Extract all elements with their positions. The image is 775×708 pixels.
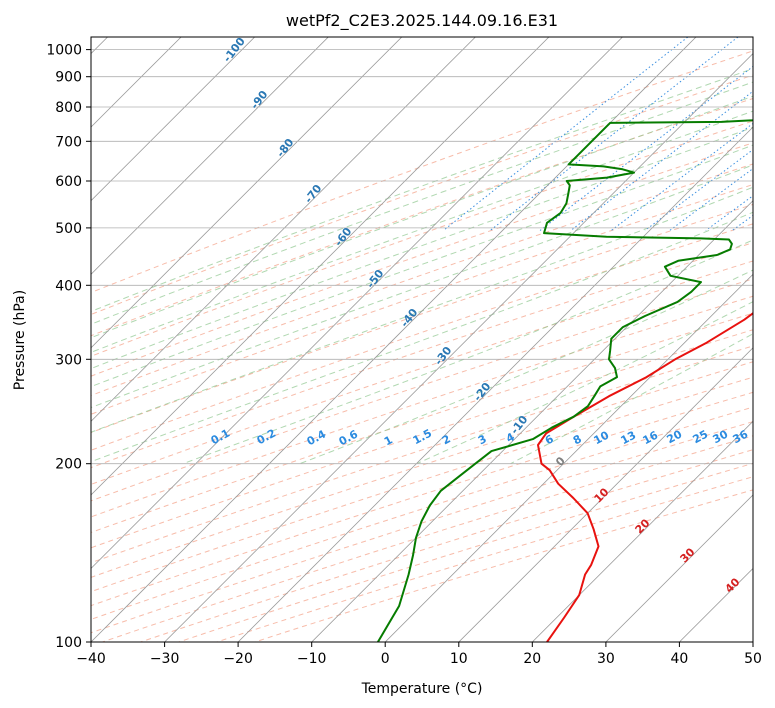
isotherm-line (237, 126, 753, 642)
dry-adiabat-line (91, 50, 753, 294)
mixing-ratio-line (644, 149, 753, 231)
plot-frame (90, 36, 754, 643)
isotherm-line (531, 420, 753, 642)
temperature-profile-line (537, 311, 753, 642)
x-tick-label: 30 (597, 651, 615, 667)
mixing-ratio-label: 16 (641, 428, 661, 447)
dry-adiabat-line (91, 120, 753, 357)
isotherm-line (91, 37, 403, 349)
y-tick-label: 400 (55, 278, 82, 294)
dry-adiabat-line (91, 329, 753, 549)
y-tick-label: 900 (55, 70, 82, 86)
isotherm-line (91, 37, 256, 202)
y-tick-label: 300 (55, 352, 82, 368)
dry-adiabat-line (91, 223, 753, 451)
dry-adiabat-line (91, 142, 753, 377)
y-tick-label: 600 (55, 174, 82, 190)
dry-adiabat-line (91, 278, 753, 502)
mixing-ratio-label: 10 (592, 428, 612, 447)
dry-adiabat-line (91, 376, 753, 593)
background-lines (91, 37, 753, 642)
mixing-ratio-label: 20 (665, 427, 685, 446)
y-tick-label: 800 (55, 100, 82, 116)
x-tick-label: −30 (150, 651, 180, 667)
mixing-ratio-label: 25 (691, 428, 711, 447)
x-axis-label: Temperature (°C) (361, 681, 483, 697)
isotherm-line (91, 37, 624, 569)
x-axis-ticks: −40 −30 −20 −10 0 10 20 30 40 50 (76, 642, 762, 667)
mixing-ratio-label: 36 (731, 427, 751, 446)
isotherm-line (164, 53, 753, 642)
isotherm-line (311, 200, 753, 642)
moist-adiabat-line (91, 186, 753, 433)
mixing-ratio-label: 30 (711, 427, 731, 446)
y-axis-ticks: 100 200 300 400 500 600 700 800 900 1000 (46, 43, 91, 651)
y-tick-label: 700 (55, 134, 82, 150)
dry-adiabat-line (91, 97, 753, 337)
moist-adiabat-line (91, 81, 753, 325)
x-tick-label: 50 (744, 651, 762, 667)
x-tick-label: 0 (381, 651, 390, 667)
y-tick-label: 100 (55, 635, 82, 651)
moist-adiabat-line (91, 68, 753, 312)
mixing-ratio-label: 13 (619, 429, 639, 448)
moist-adiabat-line (91, 164, 753, 409)
x-tick-label: 20 (523, 651, 541, 667)
isotherm-line (91, 37, 476, 422)
x-tick-label: −20 (223, 651, 253, 667)
moist-adiabat-line (416, 301, 753, 465)
y-tick-label: 200 (55, 457, 82, 473)
moist-adiabat-line (91, 211, 753, 463)
y-axis-label: Pressure (hPa) (12, 290, 28, 390)
x-tick-label: 10 (450, 651, 468, 667)
moist-adiabat-line (91, 126, 753, 370)
series-layer (377, 119, 753, 642)
mixing-ratio-line (443, 37, 689, 231)
moist-adiabat-line (91, 110, 753, 353)
x-tick-label: 40 (670, 651, 688, 667)
isotherm-line (605, 494, 753, 642)
dry-adiabat-line (91, 183, 753, 415)
mixing-ratio-line (570, 90, 753, 231)
isotherm-line (91, 37, 550, 496)
dry-adiabat-line (91, 391, 753, 607)
isotherm-line (384, 273, 753, 642)
dewpoint-profile-line (377, 119, 753, 642)
dry-adiabat-line (91, 242, 753, 469)
chart-title: wetPf2_C2E3.2025.144.09.16.E31 (286, 11, 558, 31)
mixing-ratio-line (539, 65, 753, 231)
dry-adiabat-line (91, 345, 753, 564)
isotherm-line (91, 37, 329, 275)
y-tick-label: 1000 (46, 43, 82, 59)
x-tick-label: −10 (297, 651, 327, 667)
isotherm-line (458, 347, 753, 642)
y-tick-label: 500 (55, 221, 82, 237)
dry-adiabat-line (91, 295, 753, 518)
x-tick-label: −40 (76, 651, 106, 667)
